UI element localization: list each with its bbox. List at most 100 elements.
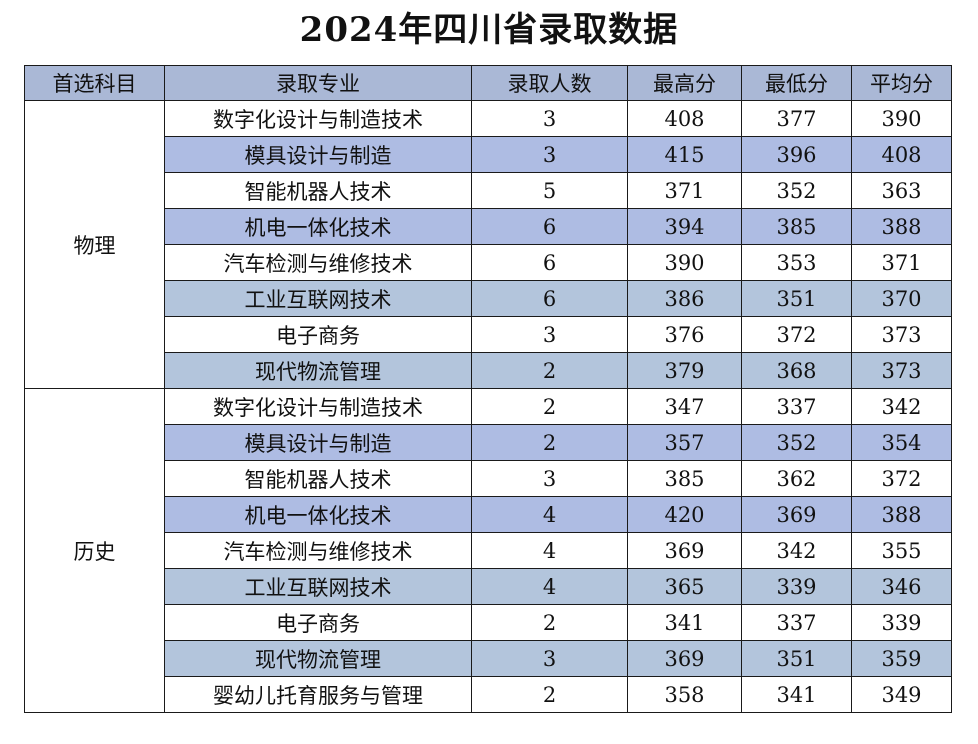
min-score-cell: 341 — [741, 676, 852, 713]
major-cell: 汽车检测与维修技术 — [164, 532, 472, 569]
avg-score-cell: 371 — [851, 244, 952, 281]
min-score-cell: 396 — [741, 136, 852, 173]
major-cell: 现代物流管理 — [164, 352, 472, 389]
header-max-score: 最高分 — [627, 65, 742, 101]
count-cell: 2 — [471, 388, 628, 425]
avg-score-cell: 346 — [851, 568, 952, 605]
table-row: 汽车检测与维修技术 6 390 353 371 — [25, 244, 952, 281]
count-cell: 3 — [471, 316, 628, 353]
table-row: 现代物流管理 3 369 351 359 — [25, 640, 952, 677]
header-avg-score: 平均分 — [851, 65, 952, 101]
table-row: 智能机器人技术 3 385 362 372 — [25, 460, 952, 497]
page-title: 2024年四川省录取数据 — [299, 10, 679, 50]
max-score-cell: 376 — [627, 316, 742, 353]
subject-cell: 物理 — [24, 100, 165, 389]
min-score-cell: 372 — [741, 316, 852, 353]
table-row: 机电一体化技术 6 394 385 388 — [25, 208, 952, 245]
min-score-cell: 368 — [741, 352, 852, 389]
avg-score-cell: 388 — [851, 496, 952, 533]
max-score-cell: 379 — [627, 352, 742, 389]
max-score-cell: 415 — [627, 136, 742, 173]
min-score-cell: 339 — [741, 568, 852, 605]
table-row: 婴幼儿托育服务与管理 2 358 341 349 — [25, 676, 952, 713]
table-row: 模具设计与制造 2 357 352 354 — [25, 424, 952, 461]
major-cell: 现代物流管理 — [164, 640, 472, 677]
table-row: 智能机器人技术 5 371 352 363 — [25, 172, 952, 209]
max-score-cell: 420 — [627, 496, 742, 533]
major-cell: 机电一体化技术 — [164, 496, 472, 533]
major-cell: 电子商务 — [164, 604, 472, 641]
max-score-cell: 347 — [627, 388, 742, 425]
min-score-cell: 385 — [741, 208, 852, 245]
min-score-cell: 369 — [741, 496, 852, 533]
min-score-cell: 351 — [741, 640, 852, 677]
avg-score-cell: 354 — [851, 424, 952, 461]
count-cell: 6 — [471, 244, 628, 281]
avg-score-cell: 339 — [851, 604, 952, 641]
min-score-cell: 353 — [741, 244, 852, 281]
count-cell: 2 — [471, 676, 628, 713]
count-cell: 4 — [471, 496, 628, 533]
table-row: 历史 数字化设计与制造技术 2 347 337 342 — [24, 388, 952, 713]
avg-score-cell: 390 — [851, 100, 952, 137]
major-cell: 婴幼儿托育服务与管理 — [164, 676, 472, 713]
count-cell: 6 — [471, 280, 628, 317]
header-row: 首选科目 录取专业 录取人数 最高分 最低分 平均分 — [24, 65, 952, 101]
table-body: 物理 数字化设计与制造技术 3 408 377 390 模具设计与制造 3 415 396 408 智… — [24, 100, 952, 713]
avg-score-cell: 373 — [851, 352, 952, 389]
max-score-cell: 371 — [627, 172, 742, 209]
count-cell: 5 — [471, 172, 628, 209]
max-score-cell: 386 — [627, 280, 742, 317]
avg-score-cell: 342 — [851, 388, 952, 425]
avg-score-cell: 370 — [851, 280, 952, 317]
max-score-cell: 357 — [627, 424, 742, 461]
avg-score-cell: 349 — [851, 676, 952, 713]
table-row: 现代物流管理 2 379 368 373 — [25, 352, 952, 389]
table-header: 首选科目 录取专业 录取人数 最高分 最低分 平均分 — [24, 65, 952, 101]
min-score-cell: 351 — [741, 280, 852, 317]
min-score-cell: 337 — [741, 604, 852, 641]
count-cell: 2 — [471, 604, 628, 641]
count-cell: 4 — [471, 568, 628, 605]
table-row: 物理 数字化设计与制造技术 3 408 377 390 — [24, 100, 952, 389]
table-row: 机电一体化技术 4 420 369 388 — [25, 496, 952, 533]
min-score-cell: 342 — [741, 532, 852, 569]
table-row: 电子商务 3 376 372 373 — [25, 316, 952, 353]
avg-score-cell: 372 — [851, 460, 952, 497]
header-major: 录取专业 — [164, 65, 472, 101]
min-score-cell: 362 — [741, 460, 852, 497]
min-score-cell: 352 — [741, 424, 852, 461]
count-cell: 2 — [471, 424, 628, 461]
table-row: 汽车检测与维修技术 4 369 342 355 — [25, 532, 952, 569]
header-min-score: 最低分 — [741, 65, 852, 101]
avg-score-cell: 359 — [851, 640, 952, 677]
table-row: 工业互联网技术 4 365 339 346 — [25, 568, 952, 605]
major-cell: 汽车检测与维修技术 — [164, 244, 472, 281]
table-row: 工业互联网技术 6 386 351 370 — [25, 280, 952, 317]
major-cell: 智能机器人技术 — [164, 172, 472, 209]
major-cell: 电子商务 — [164, 316, 472, 353]
count-cell: 4 — [471, 532, 628, 569]
max-score-cell: 390 — [627, 244, 742, 281]
max-score-cell: 365 — [627, 568, 742, 605]
max-score-cell: 408 — [627, 100, 742, 137]
major-cell: 模具设计与制造 — [164, 136, 472, 173]
count-cell: 3 — [471, 100, 628, 137]
major-cell: 智能机器人技术 — [164, 460, 472, 497]
avg-score-cell: 355 — [851, 532, 952, 569]
max-score-cell: 369 — [627, 532, 742, 569]
max-score-cell: 369 — [627, 640, 742, 677]
header-subject: 首选科目 — [24, 65, 165, 101]
avg-score-cell: 388 — [851, 208, 952, 245]
major-cell: 模具设计与制造 — [164, 424, 472, 461]
max-score-cell: 358 — [627, 676, 742, 713]
min-score-cell: 352 — [741, 172, 852, 209]
count-cell: 2 — [471, 352, 628, 389]
count-cell: 3 — [471, 136, 628, 173]
count-cell: 3 — [471, 460, 628, 497]
avg-score-cell: 363 — [851, 172, 952, 209]
count-cell: 6 — [471, 208, 628, 245]
major-cell: 工业互联网技术 — [164, 568, 472, 605]
major-cell: 数字化设计与制造技术 — [164, 388, 472, 425]
min-score-cell: 377 — [741, 100, 852, 137]
